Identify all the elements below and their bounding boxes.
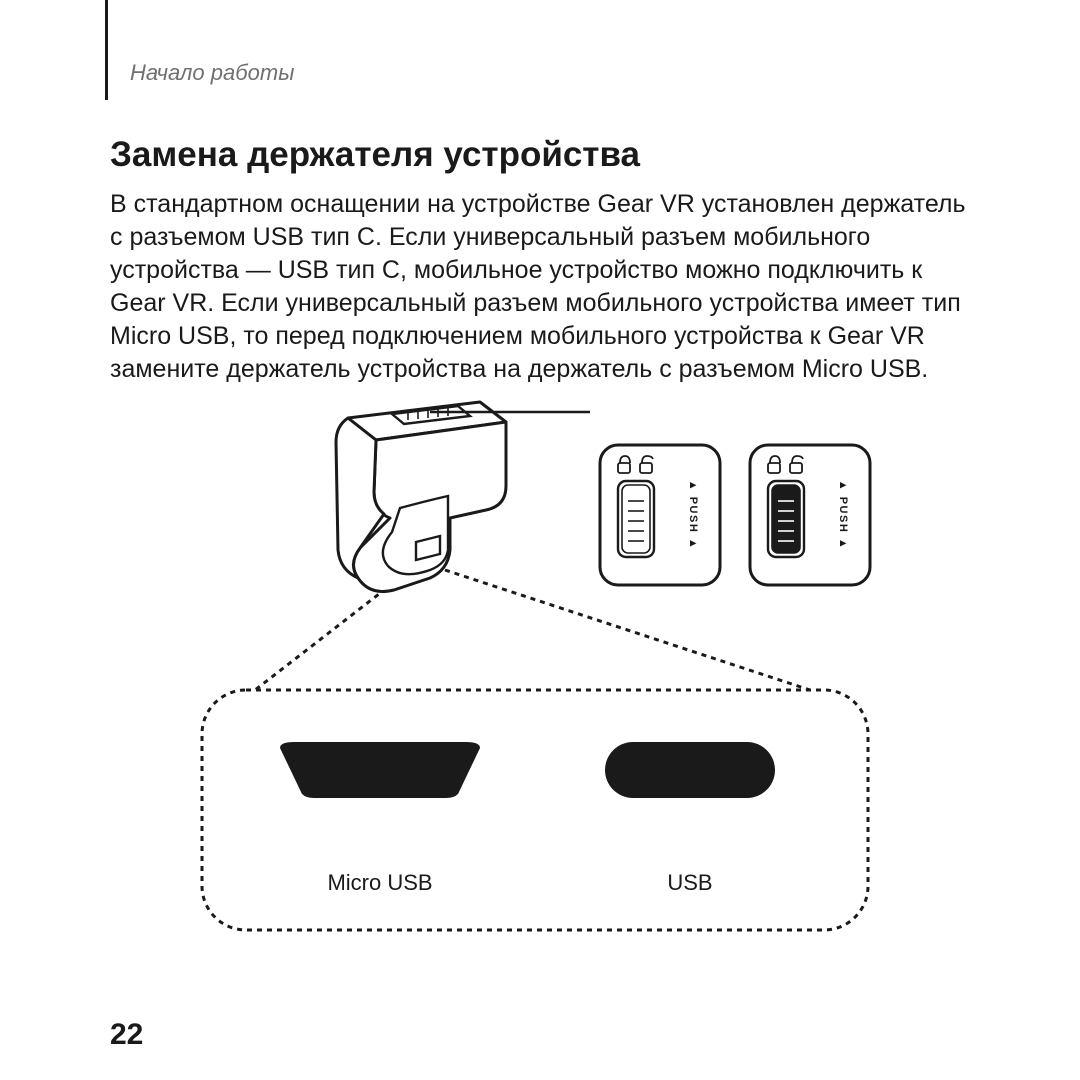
body-paragraph: В стандартном оснащении на устройстве Ge…: [110, 188, 975, 386]
svg-text:USB: USB: [667, 870, 712, 895]
svg-text:▲ PUSH ▲: ▲ PUSH ▲: [837, 480, 849, 550]
page: Начало работы Замена держателя устройств…: [0, 0, 1080, 1080]
page-number: 22: [110, 1018, 143, 1052]
section-label: Начало работы: [130, 60, 294, 86]
page-heading: Замена держателя устройства: [110, 135, 640, 175]
vertical-rule: [105, 0, 108, 100]
svg-text:Micro USB: Micro USB: [327, 870, 432, 895]
svg-text:▲ PUSH ▲: ▲ PUSH ▲: [687, 480, 699, 550]
holder-diagram: Micro USB USB ▲ PUSH ▲ ▲ PUSH ▲: [200, 400, 880, 960]
